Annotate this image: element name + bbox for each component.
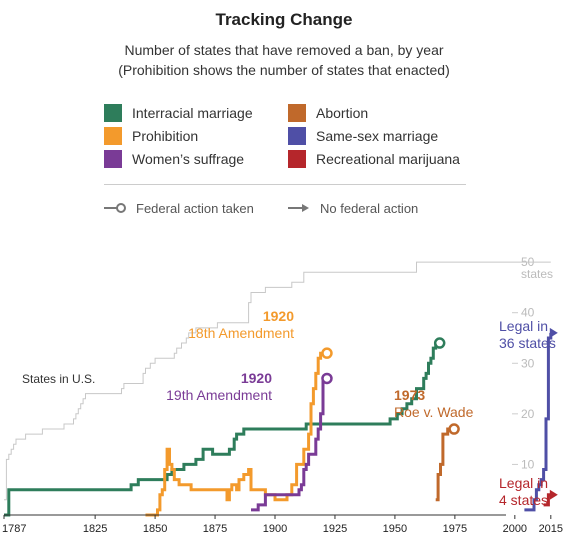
series-end-circle-prohibition: [321, 347, 333, 359]
legend-swatch: [104, 150, 122, 168]
series-layer: [4, 327, 558, 517]
annotation-line: Legal in: [499, 475, 548, 491]
annotation-suffrage: 1920 19th Amendment: [166, 370, 272, 403]
annotation-line: 36 states: [499, 335, 556, 351]
legend-label: Abortion: [316, 105, 369, 121]
legend-label: Same-sex marriage: [316, 128, 439, 144]
annotation-marijuana: Legal in 4 states: [499, 475, 548, 508]
annotation-line: 4 states: [499, 492, 548, 508]
annotation-line: 1920: [241, 370, 272, 386]
series-line-same-sex-marriage: [524, 332, 553, 512]
legend-item-prohibition: Prohibition: [104, 127, 198, 145]
series-line-recreational-marijuana: [543, 493, 551, 507]
legend-label: Interracial marriage: [132, 105, 253, 121]
annotation-abortion: 1973 Roe v. Wade: [394, 387, 474, 420]
y-tick-label: 40: [521, 306, 535, 320]
y-tick-label: 30: [521, 356, 535, 370]
series-end-arrow-same-sex-marriage: [549, 327, 558, 338]
annotation-line: 1920: [263, 308, 294, 324]
x-tick-label: 1975: [443, 523, 467, 535]
annotation-line: 19th Amendment: [166, 387, 272, 403]
legend-item-womens-suffrage: Women’s suffrage: [104, 150, 244, 168]
legend-item-same-sex-marriage: Same-sex marriage: [288, 127, 438, 145]
x-tick-label: 1825: [83, 523, 107, 535]
legend-label: Women’s suffrage: [132, 151, 245, 167]
states-in-us-line: [4, 261, 551, 501]
series-end-circle-women-s-suffrage: [321, 372, 333, 385]
x-tick-label: 2015: [539, 523, 563, 535]
chart-subtitle-line-1: Number of states that have removed a ban…: [124, 42, 444, 58]
legend-swatch: [104, 104, 122, 122]
key-no-federal-action: No federal action: [288, 200, 418, 216]
key-no-federal-label: No federal action: [320, 200, 419, 216]
key-federal-label: Federal action taken: [136, 200, 254, 216]
series-line-women-s-suffrage: [251, 378, 325, 512]
arrow-end-icon: [288, 204, 309, 212]
legend-divider: [104, 184, 466, 185]
states-in-us-layer: States in U.S.: [4, 261, 551, 501]
series-end-circle-abortion: [448, 423, 460, 435]
series-line-prohibition: [145, 351, 323, 517]
legend-item-abortion: Abortion: [288, 104, 368, 122]
legend-label: Recreational marijuana: [316, 151, 460, 167]
annotation-line: Roe v. Wade: [394, 404, 474, 420]
x-tick-label: 1900: [263, 523, 287, 535]
legend-swatch: [288, 150, 306, 168]
legend-swatch: [288, 127, 306, 145]
y-tick-label: 20: [521, 407, 535, 421]
annotation-same-sex: Legal in 36 states: [499, 318, 556, 351]
chart-title: Tracking Change: [215, 10, 353, 29]
circle-end-icon: [104, 203, 126, 213]
series-end-arrow-recreational-marijuana: [549, 489, 558, 500]
x-axis: 1787 1825 1850 1875 1900 1925 1950 1975 2000 2015: [2, 514, 563, 535]
x-tick-label: 1950: [383, 523, 407, 535]
x-tick-label: 1787: [2, 523, 26, 535]
series-line-interracial-marriage: [4, 343, 438, 517]
legend-item-recreational-marijuana: Recreational marijuana: [288, 150, 460, 168]
annotation-line: Legal in: [499, 318, 548, 334]
series-line-abortion: [435, 427, 451, 502]
annotation-line: 18th Amendment: [188, 325, 294, 341]
x-tick-label: 1875: [203, 523, 227, 535]
legend-label: Prohibition: [132, 128, 199, 144]
states-in-us-label: States in U.S.: [22, 372, 95, 386]
x-tick-label: 1925: [323, 523, 347, 535]
annotation-line: 1973: [394, 387, 425, 403]
legend-item-interracial-marriage: Interracial marriage: [104, 104, 253, 122]
series-end-circle-interracial-marriage: [433, 337, 446, 349]
key-federal-action: Federal action taken: [104, 200, 254, 216]
y-unit-label: states: [521, 267, 553, 281]
legend-swatch: [104, 127, 122, 145]
x-tick-label: 1850: [143, 523, 167, 535]
annotation-prohibition: 1920 18th Amendment: [188, 308, 294, 341]
legend-swatch: [288, 104, 306, 122]
chart-subtitle-line-2: (Prohibition shows the number of states …: [118, 62, 450, 78]
x-tick-label: 2000: [503, 523, 527, 535]
y-tick-label: 10: [521, 457, 535, 471]
